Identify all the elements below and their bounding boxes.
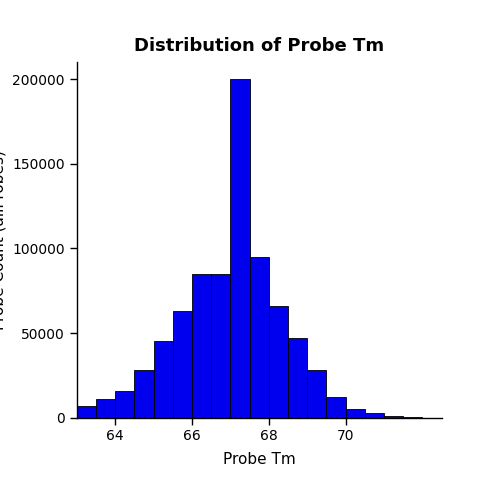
Bar: [173, 311, 192, 418]
Bar: [115, 391, 134, 418]
Bar: [77, 406, 96, 418]
Bar: [346, 409, 365, 418]
Bar: [365, 413, 384, 418]
Bar: [288, 338, 307, 418]
Bar: [307, 370, 326, 418]
Bar: [211, 274, 230, 418]
Bar: [269, 306, 288, 418]
Bar: [96, 399, 115, 418]
Bar: [192, 274, 211, 418]
Bar: [250, 257, 269, 418]
Y-axis label: Probe Count (allProbes): Probe Count (allProbes): [0, 150, 7, 330]
Bar: [326, 397, 346, 418]
Bar: [384, 416, 403, 418]
Title: Distribution of Probe Tm: Distribution of Probe Tm: [134, 37, 384, 55]
X-axis label: Probe Tm: Probe Tm: [223, 452, 296, 467]
Bar: [134, 370, 154, 418]
Bar: [403, 417, 422, 418]
Bar: [154, 341, 173, 418]
Bar: [230, 79, 250, 418]
